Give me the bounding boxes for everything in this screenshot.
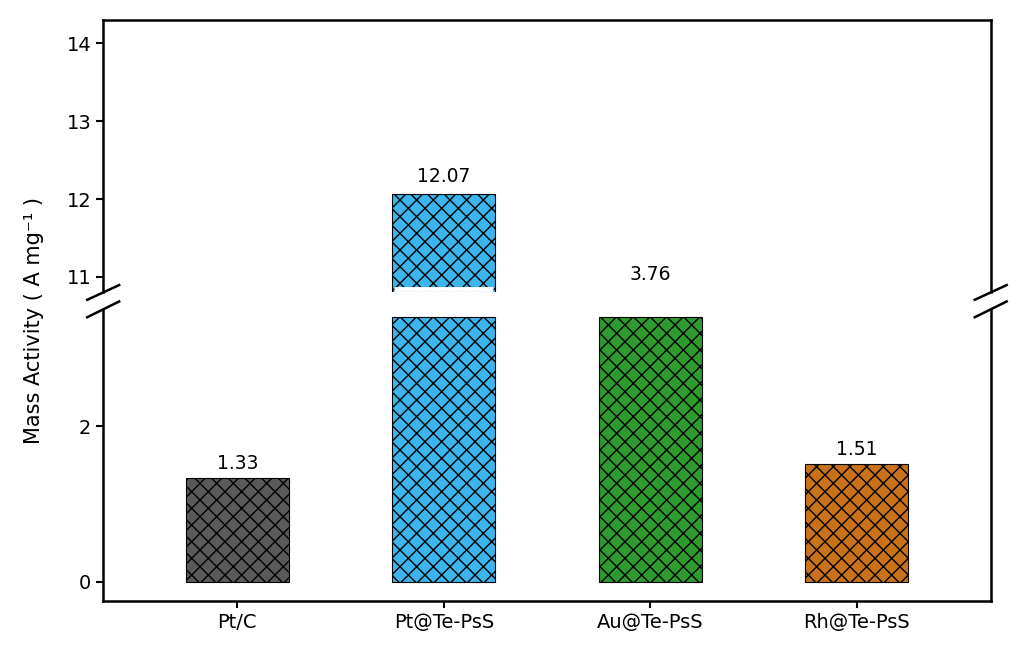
Bar [599,317,702,582]
Text: 1.33: 1.33 [217,454,258,473]
Text: 1.51: 1.51 [836,440,877,459]
Text: 3.76: 3.76 [630,265,671,284]
Text: Mass Activity ( A mg⁻¹ ): Mass Activity ( A mg⁻¹ ) [24,197,44,444]
Bar [805,464,908,582]
Bar [392,317,495,582]
Bar [392,194,495,293]
Bar [186,478,289,582]
Text: 12.07: 12.07 [417,167,471,186]
